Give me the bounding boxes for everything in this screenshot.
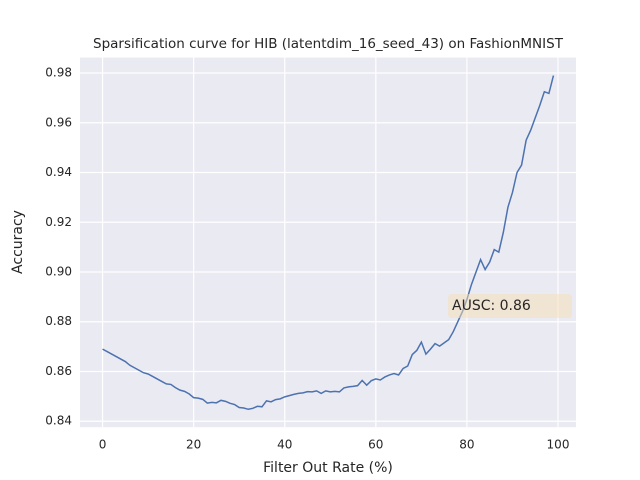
y-tick-label: 0.90: [45, 264, 72, 278]
y-tick-label: 0.96: [45, 115, 72, 129]
x-tick-label: 20: [186, 438, 201, 452]
plot-area: [80, 57, 576, 428]
annotation-box: [448, 294, 572, 318]
x-tick-label: 40: [277, 438, 292, 452]
y-tick-label: 0.86: [45, 364, 72, 378]
chart-title: Sparsification curve for HIB (latentdim_…: [93, 36, 564, 52]
x-tick-label: 60: [368, 438, 383, 452]
y-axis-label: Accuracy: [10, 210, 26, 274]
annotation: AUSC: 0.86: [452, 298, 531, 314]
y-tick-label: 0.84: [45, 414, 72, 428]
x-tick-label: 0: [99, 438, 107, 452]
x-tick-label: 80: [459, 438, 474, 452]
y-tick-label: 0.88: [45, 314, 72, 328]
y-tick-label: 0.98: [45, 66, 72, 80]
y-tick-label: 0.92: [45, 215, 72, 229]
y-tick-label: 0.94: [45, 165, 72, 179]
data-line: [102, 75, 555, 411]
x-axis-label: Filter Out Rate (%): [263, 460, 393, 476]
x-tick-label: 100: [547, 438, 570, 452]
